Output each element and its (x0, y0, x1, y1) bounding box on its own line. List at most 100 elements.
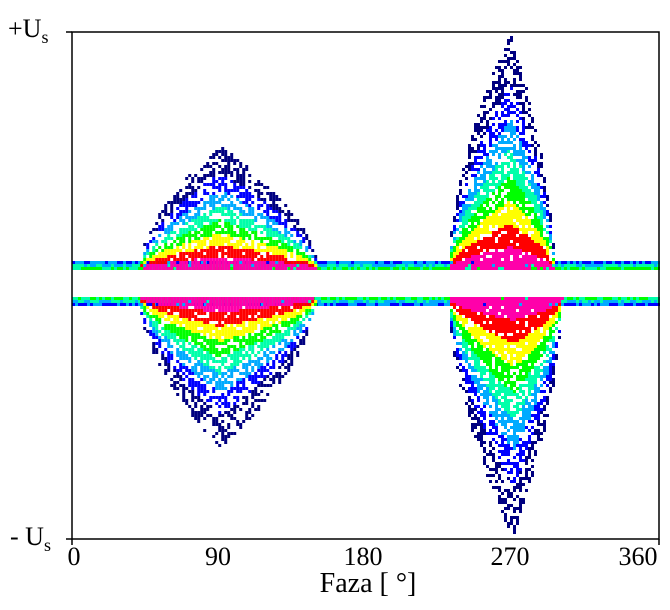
data-point (224, 159, 228, 162)
data-point (474, 381, 477, 384)
data-point (474, 219, 477, 222)
data-point (453, 312, 456, 315)
data-point (525, 96, 528, 99)
baseline-point (87, 267, 90, 270)
data-point (450, 252, 453, 255)
data-point (248, 300, 252, 303)
data-point (176, 264, 180, 267)
data-point (140, 306, 144, 309)
data-point (179, 201, 183, 204)
baseline-point (294, 267, 297, 270)
data-point (191, 384, 195, 387)
baseline-point (108, 261, 111, 264)
baseline-point (261, 303, 264, 306)
data-point (284, 297, 288, 300)
data-point (471, 243, 474, 246)
data-point (552, 258, 555, 261)
data-point (224, 231, 228, 234)
data-point (522, 162, 525, 165)
baseline-point (618, 261, 621, 264)
data-point (221, 237, 225, 240)
data-point (209, 342, 213, 345)
data-point (215, 240, 219, 243)
data-point (498, 222, 501, 225)
data-point (227, 168, 231, 171)
data-point (459, 255, 462, 258)
data-point (170, 300, 174, 303)
data-point (158, 225, 162, 228)
data-point (242, 258, 246, 261)
data-point (459, 219, 462, 222)
data-point (290, 348, 294, 351)
data-point (498, 207, 501, 210)
data-point (314, 261, 318, 264)
baseline-point (648, 297, 651, 300)
data-point (483, 246, 486, 249)
data-point (522, 213, 525, 216)
baseline-point (111, 303, 114, 306)
data-point (248, 264, 252, 267)
data-point (218, 369, 222, 372)
data-point (272, 246, 276, 249)
data-point (239, 174, 243, 177)
data-point (221, 396, 225, 399)
data-point (495, 213, 498, 216)
data-point (459, 231, 462, 234)
baseline-point (390, 267, 393, 270)
data-point (522, 117, 525, 120)
data-point (182, 378, 186, 381)
baseline-point (369, 297, 372, 300)
data-point (173, 231, 177, 234)
data-point (471, 150, 474, 153)
data-point (179, 339, 183, 342)
data-point (173, 264, 177, 267)
data-point (266, 312, 270, 315)
data-point (233, 369, 237, 372)
data-point (290, 309, 294, 312)
baseline-point (441, 267, 444, 270)
data-point (200, 225, 204, 228)
data-point (275, 303, 279, 306)
data-point (239, 183, 243, 186)
data-point (158, 258, 162, 261)
data-point (287, 231, 291, 234)
data-point (143, 258, 147, 261)
data-point (474, 264, 477, 267)
data-point (227, 303, 231, 306)
data-point (209, 414, 213, 417)
data-point (152, 309, 156, 312)
data-point (284, 339, 288, 342)
data-point (176, 300, 180, 303)
data-point (296, 249, 300, 252)
data-point (245, 243, 249, 246)
data-point (224, 177, 228, 180)
data-point (230, 180, 234, 183)
data-point (215, 330, 219, 333)
data-point (245, 255, 249, 258)
data-point (299, 309, 303, 312)
baseline-point (618, 264, 621, 267)
data-point (233, 261, 237, 264)
data-point (471, 339, 474, 342)
data-point (519, 132, 522, 135)
data-point (179, 210, 183, 213)
baseline-point (612, 261, 615, 264)
baseline-point (120, 264, 123, 267)
data-point (173, 252, 177, 255)
data-point (200, 354, 204, 357)
data-point (513, 162, 516, 165)
baseline-point (564, 264, 567, 267)
data-point (525, 207, 528, 210)
data-point (203, 384, 207, 387)
data-point (504, 48, 507, 51)
data-point (474, 252, 477, 255)
data-point (185, 198, 189, 201)
baseline-point (78, 264, 81, 267)
data-point (203, 261, 207, 264)
data-point (281, 339, 285, 342)
data-point (206, 231, 210, 234)
baseline-point (357, 264, 360, 267)
data-point (242, 357, 246, 360)
data-point (260, 312, 264, 315)
data-point (495, 252, 498, 255)
